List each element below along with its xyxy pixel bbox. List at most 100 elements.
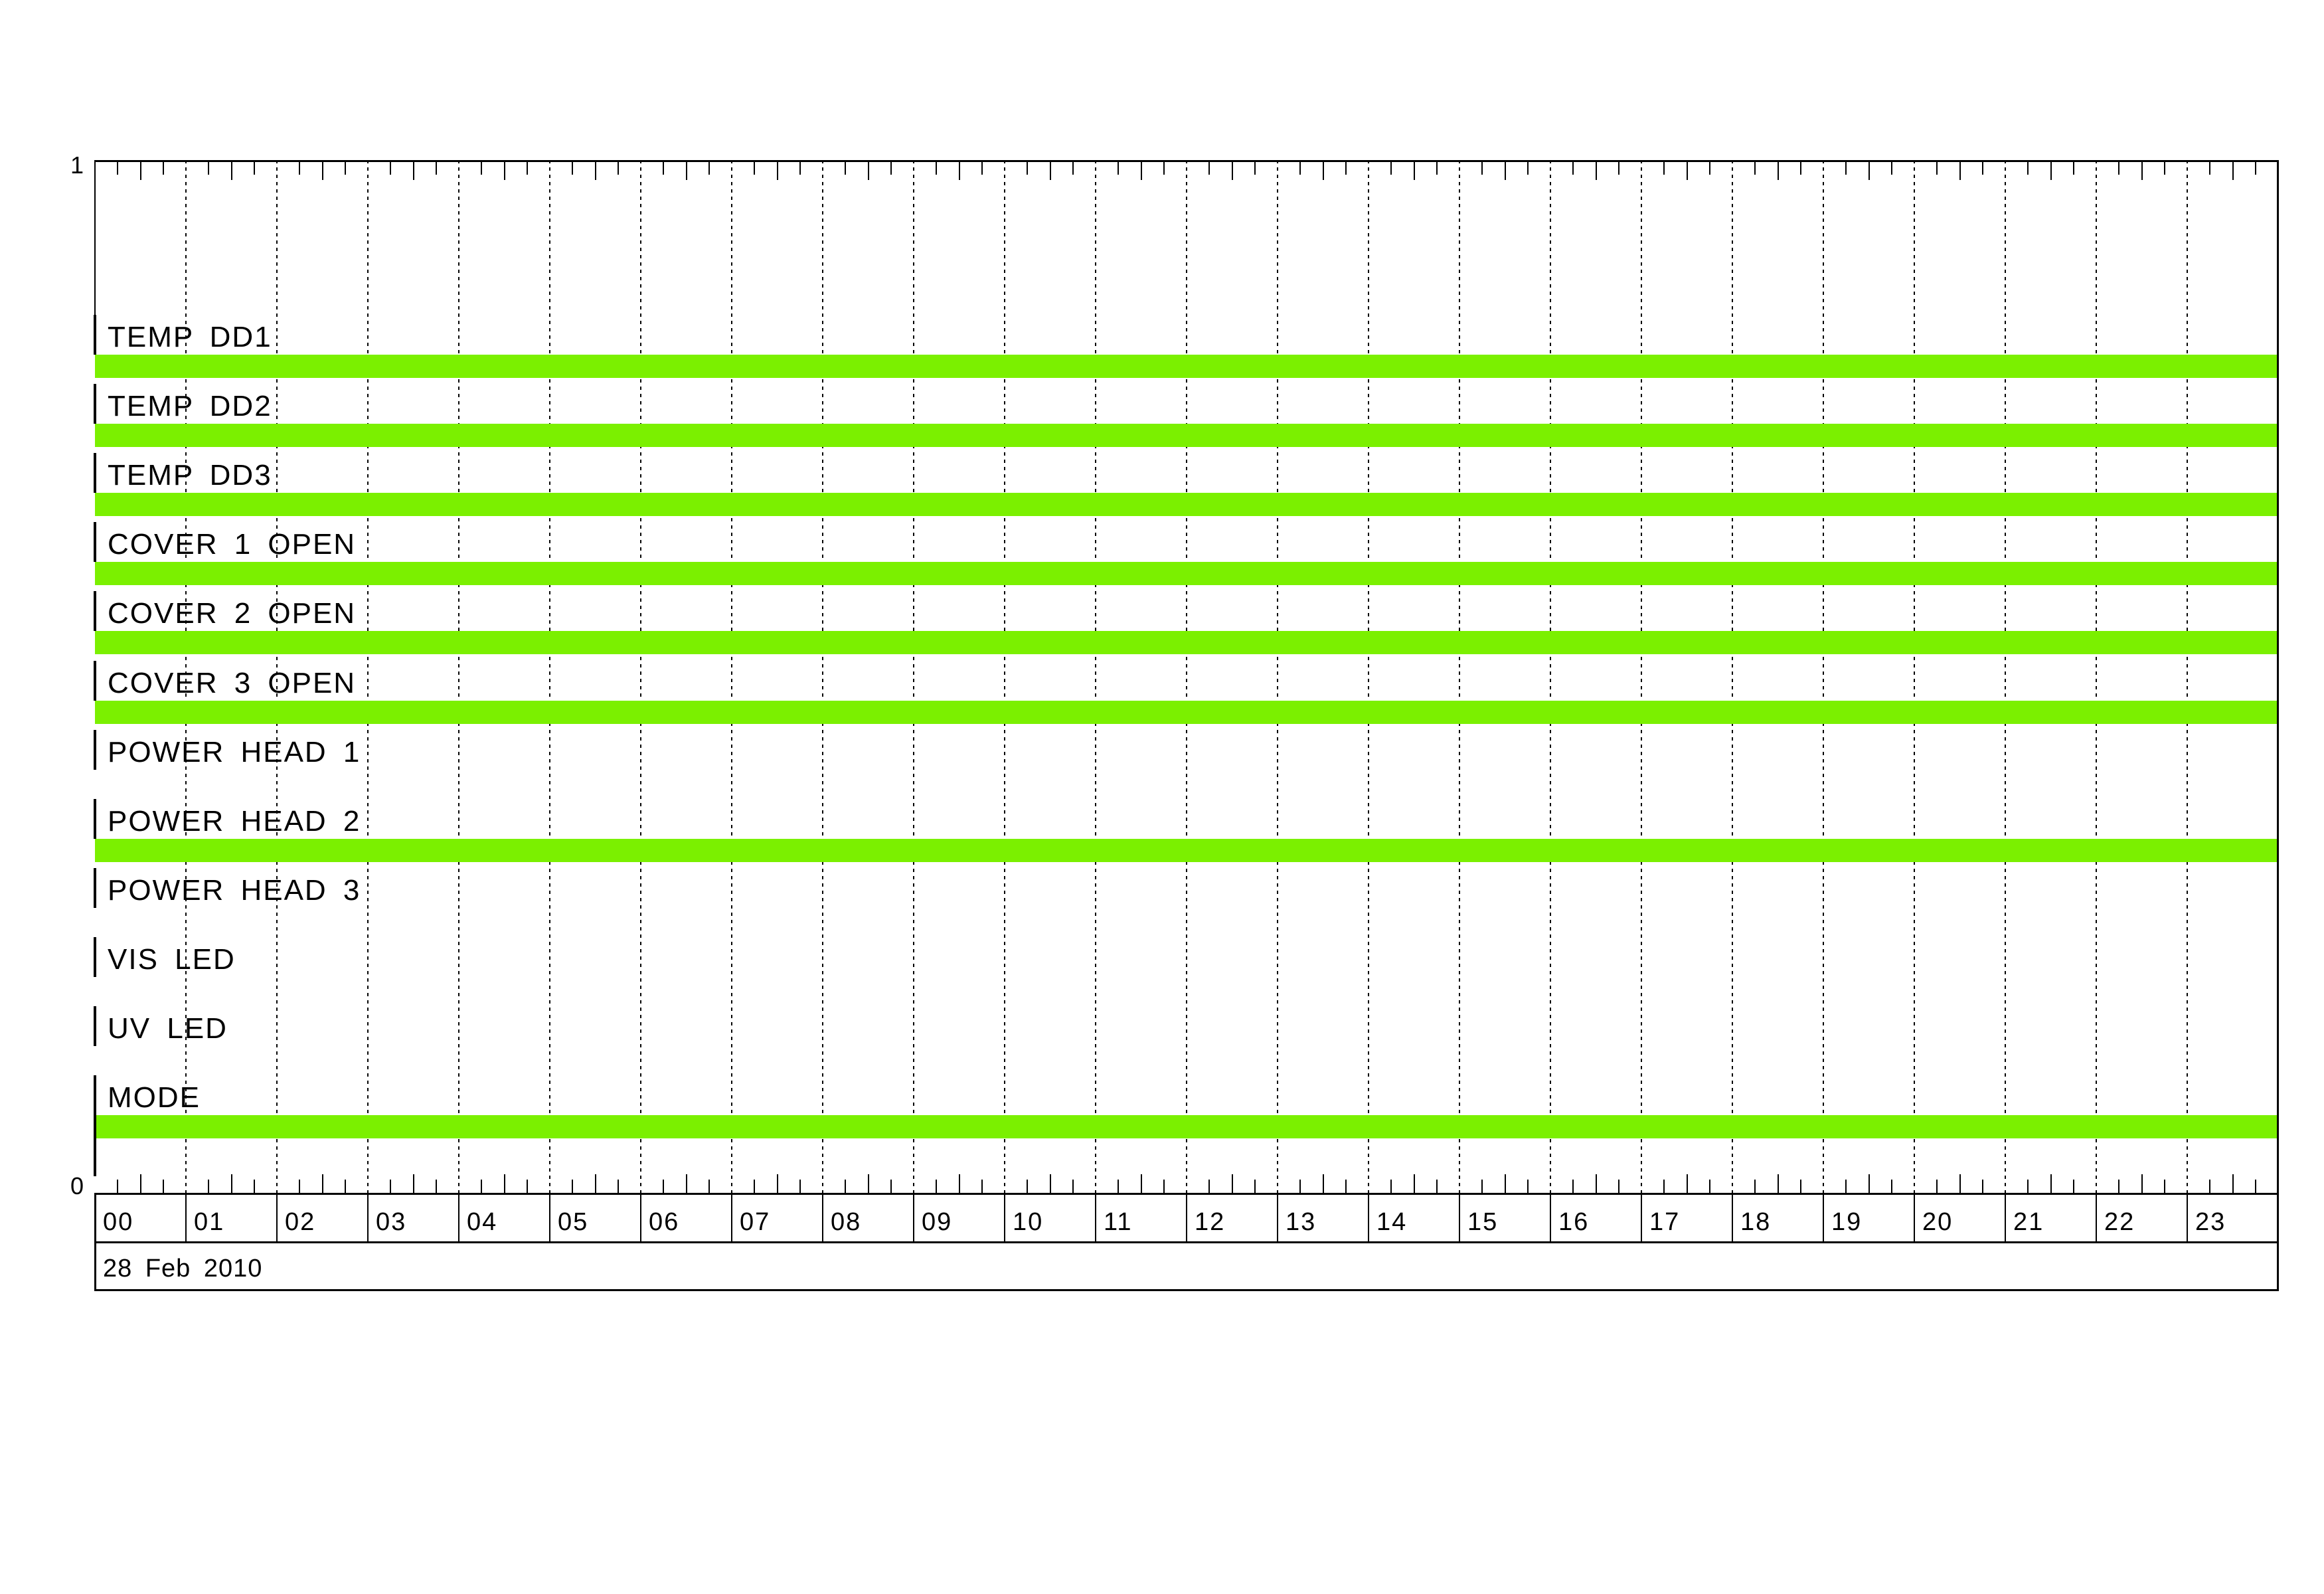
minor-tick-bottom bbox=[1595, 1174, 1597, 1194]
hour-label: 06 bbox=[649, 1208, 680, 1236]
minor-tick-top bbox=[1981, 160, 1983, 175]
minor-tick-bottom bbox=[981, 1180, 983, 1194]
hour-label: 09 bbox=[922, 1208, 953, 1236]
minor-tick-top bbox=[208, 160, 210, 175]
minor-tick-top bbox=[2072, 160, 2074, 175]
minor-tick-bottom bbox=[2050, 1174, 2052, 1194]
minor-tick-bottom bbox=[1254, 1180, 1256, 1194]
minor-tick-top bbox=[344, 160, 346, 175]
status-bar bbox=[95, 355, 2278, 378]
minor-tick-bottom bbox=[1959, 1174, 1961, 1194]
row-axis-tick bbox=[94, 1006, 96, 1046]
row-axis-tick bbox=[94, 799, 96, 839]
row-label: VIS LED bbox=[108, 943, 236, 976]
hour-label: 15 bbox=[1467, 1208, 1499, 1236]
minor-tick-bottom bbox=[321, 1174, 323, 1194]
hour-cell-separator bbox=[2187, 1194, 2188, 1243]
hour-label: 14 bbox=[1376, 1208, 1408, 1236]
row-axis-tick bbox=[94, 868, 96, 908]
hour-cell-separator bbox=[458, 1194, 459, 1243]
hour-cell-separator bbox=[1368, 1194, 1369, 1243]
hour-gridline bbox=[1914, 160, 1915, 1194]
minor-tick-top bbox=[139, 160, 141, 180]
minor-tick-top bbox=[321, 160, 323, 180]
hour-label: 13 bbox=[1286, 1208, 1317, 1236]
minor-tick-top bbox=[936, 160, 938, 175]
status-bar bbox=[95, 1115, 2278, 1138]
hour-cell-separator bbox=[1914, 1194, 1915, 1243]
minor-tick-bottom bbox=[1663, 1180, 1665, 1194]
row-label: POWER HEAD 2 bbox=[108, 805, 361, 838]
minor-tick-bottom bbox=[1118, 1180, 1120, 1194]
minor-tick-top bbox=[1527, 160, 1529, 175]
minor-tick-bottom bbox=[2254, 1180, 2256, 1194]
minor-tick-bottom bbox=[936, 1180, 938, 1194]
hour-gridline bbox=[1095, 160, 1096, 1194]
hour-label: 08 bbox=[831, 1208, 862, 1236]
hour-gridline bbox=[1459, 160, 1460, 1194]
minor-tick-top bbox=[162, 160, 164, 175]
minor-tick-bottom bbox=[617, 1180, 619, 1194]
minor-tick-bottom bbox=[1299, 1180, 1301, 1194]
minor-tick-top bbox=[1118, 160, 1120, 175]
minor-tick-top bbox=[2209, 160, 2211, 175]
minor-tick-top bbox=[1890, 160, 1892, 175]
hour-cell-separator bbox=[1277, 1194, 1278, 1243]
hour-label: 04 bbox=[467, 1208, 498, 1236]
hour-label: 20 bbox=[1922, 1208, 1953, 1236]
minor-tick-top bbox=[1959, 160, 1961, 180]
minor-tick-bottom bbox=[481, 1180, 483, 1194]
hour-label: 19 bbox=[1831, 1208, 1863, 1236]
minor-tick-bottom bbox=[776, 1174, 778, 1194]
hour-gridline bbox=[185, 160, 187, 1194]
minor-tick-bottom bbox=[1572, 1180, 1574, 1194]
minor-tick-bottom bbox=[1231, 1174, 1233, 1194]
row-label: COVER 2 OPEN bbox=[108, 597, 357, 630]
minor-tick-bottom bbox=[572, 1180, 574, 1194]
minor-tick-bottom bbox=[799, 1180, 801, 1194]
minor-tick-bottom bbox=[1936, 1180, 1938, 1194]
minor-tick-top bbox=[981, 160, 983, 175]
hour-label: 23 bbox=[2195, 1208, 2226, 1236]
minor-tick-bottom bbox=[503, 1174, 505, 1194]
minor-tick-bottom bbox=[1799, 1180, 1801, 1194]
hour-gridline bbox=[1641, 160, 1642, 1194]
row-axis-tick bbox=[94, 591, 96, 631]
minor-tick-top bbox=[1686, 160, 1688, 180]
minor-tick-top bbox=[867, 160, 869, 180]
minor-tick-bottom bbox=[845, 1180, 847, 1194]
minor-tick-top bbox=[1322, 160, 1324, 180]
minor-tick-bottom bbox=[1981, 1180, 1983, 1194]
minor-tick-bottom bbox=[958, 1174, 960, 1194]
minor-tick-bottom bbox=[1890, 1180, 1892, 1194]
minor-tick-bottom bbox=[2118, 1180, 2120, 1194]
hour-label: 02 bbox=[285, 1208, 316, 1236]
plot-top-border bbox=[94, 160, 2279, 162]
minor-tick-bottom bbox=[162, 1180, 164, 1194]
plot-left-border bbox=[94, 160, 96, 315]
minor-tick-bottom bbox=[1868, 1174, 1870, 1194]
minor-tick-top bbox=[890, 160, 892, 175]
hour-gridline bbox=[1368, 160, 1369, 1194]
hour-gridline bbox=[2187, 160, 2188, 1194]
minor-tick-top bbox=[1390, 160, 1392, 175]
hour-gridline bbox=[640, 160, 641, 1194]
minor-tick-bottom bbox=[1072, 1180, 1074, 1194]
hour-label: 00 bbox=[103, 1208, 134, 1236]
hour-gridline bbox=[1550, 160, 1551, 1194]
minor-tick-bottom bbox=[435, 1180, 437, 1194]
minor-tick-bottom bbox=[1413, 1174, 1415, 1194]
minor-tick-bottom bbox=[594, 1174, 596, 1194]
minor-tick-top bbox=[1481, 160, 1483, 175]
hour-label: 01 bbox=[194, 1208, 225, 1236]
row-axis-tick bbox=[94, 937, 96, 977]
minor-tick-bottom bbox=[1049, 1174, 1051, 1194]
minor-tick-bottom bbox=[1345, 1180, 1347, 1194]
minor-tick-top bbox=[708, 160, 710, 175]
hour-cell-separator bbox=[367, 1194, 369, 1243]
row-label: TEMP DD1 bbox=[108, 321, 272, 353]
date-row-bottom-border bbox=[94, 1289, 2279, 1291]
minor-tick-bottom bbox=[1754, 1180, 1756, 1194]
minor-tick-bottom bbox=[1527, 1180, 1529, 1194]
minor-tick-top bbox=[1799, 160, 1801, 175]
